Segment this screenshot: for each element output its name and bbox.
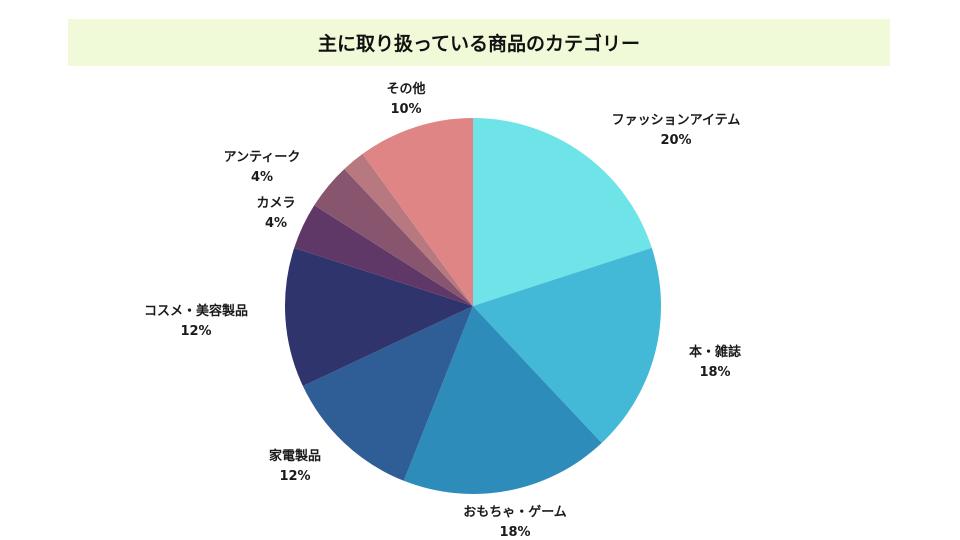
slice-label-3: 家電製品: [269, 448, 321, 464]
slice-value-label-5: 4%: [265, 216, 287, 231]
pie-slice-2: [403, 306, 602, 495]
slice-label-5: カメラ: [256, 196, 295, 211]
pie-slice-0: [473, 118, 652, 306]
pie-slice-3: [302, 306, 473, 481]
pie-slice-4: [284, 247, 473, 387]
slice-label-2: おもちゃ・ゲーム: [463, 504, 567, 520]
pie-slice-6: [314, 168, 473, 306]
pie-slice-1: [473, 247, 662, 444]
slice-value-label-1: 18%: [699, 365, 730, 380]
slice-label-1: 本・雑誌: [689, 344, 741, 360]
pie-slice-7: [344, 153, 473, 306]
slice-label-8: その他: [386, 81, 425, 97]
slice-value-label-3: 12%: [279, 469, 310, 484]
chart-title: 主に取り扱っている商品のカテゴリー: [317, 33, 641, 55]
slice-label-6: アンティーク: [224, 150, 301, 165]
slice-value-label-0: 20%: [660, 133, 691, 148]
slice-value-label-2: 18%: [499, 525, 530, 540]
pie-slice-8: [362, 118, 473, 306]
chart-title-bar: 主に取り扱っている商品のカテゴリー: [68, 19, 890, 66]
pie-slice-5: [294, 205, 473, 306]
slice-label-4: コスメ・美容製品: [144, 303, 248, 319]
slice-value-label-6: 4%: [251, 170, 273, 185]
slice-label-0: ファッションアイテム: [612, 113, 741, 128]
slice-value-label-8: 10%: [390, 102, 421, 117]
slice-value-label-4: 12%: [180, 324, 211, 339]
